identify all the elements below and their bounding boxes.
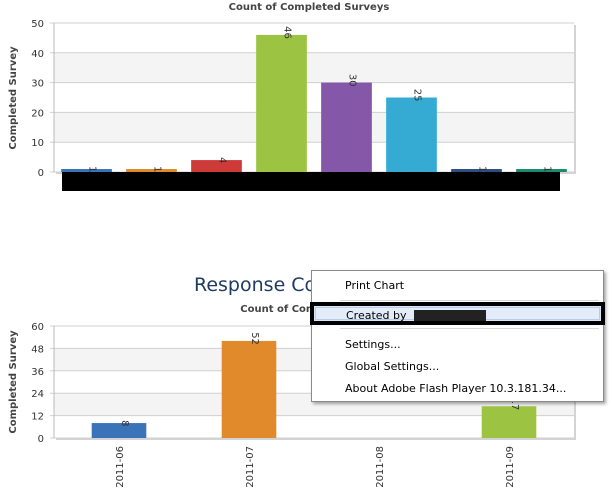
y-tick-label: 30: [31, 79, 44, 90]
bar-value-label: 1: [477, 166, 488, 172]
chart2-title: Count of Comple: [240, 304, 334, 315]
y-tick-label: 0: [38, 168, 44, 179]
bar-value-label: 30: [347, 74, 358, 87]
chart1-y-axis-label: Completed Survey: [8, 46, 19, 150]
x-tick-label: 2011-08: [375, 446, 386, 488]
chart1-redacted-category-labels: [62, 172, 560, 191]
y-tick-label: 0: [38, 434, 44, 445]
menu-separator: [340, 300, 599, 301]
chart1-title: Count of Completed Surveys: [229, 2, 390, 13]
bar-value-label: 17: [509, 398, 520, 411]
menu-item-print-chart[interactable]: Print Chart: [345, 279, 405, 292]
menu-separator: [340, 328, 599, 329]
menu-item-created-by[interactable]: Created by: [310, 302, 605, 325]
x-tick-label: 2011-09: [505, 446, 516, 488]
bar-value-label: 1: [152, 166, 163, 172]
bar-value-label: 46: [282, 26, 293, 39]
y-tick-label: 24: [31, 389, 44, 400]
bar-value-label: 52: [249, 332, 260, 345]
bar-value-label: 8: [119, 420, 130, 426]
bar[interactable]: [221, 340, 277, 438]
redacted-name: [414, 310, 486, 321]
y-tick-label: 40: [31, 49, 44, 60]
bar-value-label: 4: [217, 157, 228, 163]
plot-area: [54, 23, 574, 172]
menu-item-highlight: Created by: [315, 307, 600, 322]
x-tick-label: 2011-07: [245, 446, 256, 488]
y-tick-label: 10: [31, 138, 44, 149]
bar[interactable]: [451, 169, 502, 172]
bar[interactable]: [386, 97, 437, 173]
chart2-y-axis-label: Completed Survey: [8, 330, 19, 434]
bar-value-label: 1: [87, 166, 98, 172]
grid-band: [54, 52, 574, 83]
bar[interactable]: [126, 169, 177, 172]
bar[interactable]: [516, 169, 567, 172]
bar[interactable]: [91, 423, 147, 438]
bar[interactable]: [481, 406, 537, 438]
bar[interactable]: [61, 169, 112, 172]
bar-value-label: 25: [412, 89, 423, 102]
response-heading: Response Co: [194, 274, 317, 296]
menu-item-global-settings[interactable]: Global Settings...: [345, 360, 440, 373]
bar[interactable]: [321, 82, 372, 172]
chart-completed-surveys: Count of Completed Surveys Completed Sur…: [8, 2, 576, 191]
x-tick-label: 2011-06: [115, 446, 126, 488]
bar[interactable]: [256, 34, 307, 172]
y-tick-label: 12: [31, 412, 44, 423]
menu-item-created-by-label: Created by: [346, 309, 407, 322]
y-tick-label: 20: [31, 108, 44, 119]
y-tick-label: 50: [31, 19, 44, 30]
y-tick-label: 36: [31, 367, 44, 378]
y-tick-label: 48: [31, 344, 44, 355]
bar[interactable]: [191, 160, 242, 172]
menu-item-about-flash[interactable]: About Adobe Flash Player 10.3.181.34...: [345, 382, 567, 395]
menu-item-settings[interactable]: Settings...: [345, 338, 401, 351]
context-menu: Print Chart Created by Settings... Globa…: [310, 270, 605, 402]
bar-value-label: 1: [542, 166, 553, 172]
grid-band: [54, 112, 574, 143]
y-tick-label: 60: [31, 322, 44, 333]
